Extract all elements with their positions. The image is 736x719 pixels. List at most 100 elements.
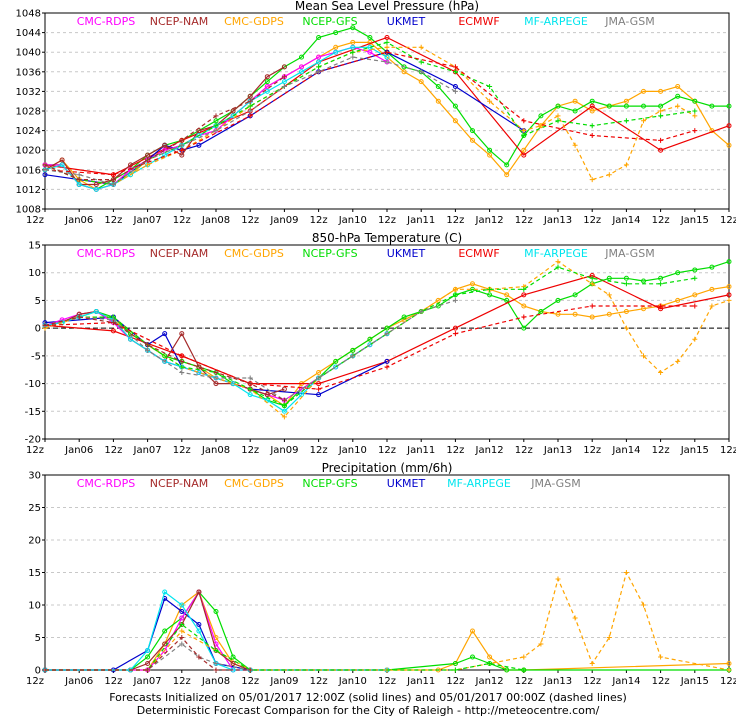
x-tick-label: 12z: [652, 215, 670, 226]
data-point: [658, 303, 664, 309]
data-point: [367, 49, 373, 55]
data-point: [418, 69, 424, 75]
data-point: [589, 661, 595, 666]
y-tick-label: 5: [35, 296, 41, 307]
series-line: [44, 41, 695, 186]
plot-frame: [44, 244, 730, 440]
data-point: [196, 589, 202, 595]
data-point: [418, 79, 424, 85]
data-point: [623, 281, 629, 287]
data-point: [538, 123, 544, 129]
data-point: [555, 297, 561, 303]
data-point: [93, 309, 99, 315]
data-point: [384, 331, 390, 337]
data-point: [59, 157, 65, 163]
y-tick-label: 30: [28, 471, 41, 482]
data-point: [709, 303, 715, 309]
data-point: [675, 297, 681, 303]
data-point: [641, 118, 646, 124]
data-point: [213, 648, 219, 653]
x-tick-label: Jan15: [680, 676, 709, 687]
data-point: [641, 353, 646, 359]
legend-entry: MF-ARPEGE: [524, 15, 588, 28]
data-point: [572, 142, 578, 148]
data-point: [247, 667, 253, 673]
series-line: [45, 590, 251, 671]
data-point: [452, 69, 458, 75]
series-line: [45, 570, 730, 671]
data-point: [470, 137, 475, 143]
data-point: [521, 128, 527, 134]
data-point: [555, 311, 561, 317]
data-point: [538, 113, 544, 119]
data-point: [179, 635, 185, 640]
data-point: [658, 281, 664, 287]
data-point: [299, 69, 304, 75]
data-point: [589, 108, 595, 114]
data-point: [504, 292, 510, 298]
data-point: [641, 278, 646, 284]
data-point: [230, 113, 236, 119]
data-point: [572, 615, 578, 621]
data-point: [281, 79, 287, 85]
data-point: [675, 103, 681, 109]
data-point: [42, 322, 48, 328]
data-point: [128, 336, 133, 342]
data-point: [538, 309, 544, 315]
x-tick-label: Jan07: [133, 215, 162, 226]
x-tick-label: 12z: [241, 215, 259, 226]
x-tick-label: Jan12: [475, 676, 504, 687]
data-point: [521, 133, 527, 138]
data-point: [606, 311, 612, 317]
data-point: [384, 325, 390, 331]
x-tick-label: Jan13: [543, 445, 572, 456]
data-point: [589, 275, 595, 281]
panel-title: 850-hPa Temperature (C): [312, 231, 462, 245]
data-point: [247, 103, 253, 109]
legend-entry: ECMWF: [458, 247, 499, 260]
data-point: [316, 369, 322, 375]
x-tick-label: Jan09: [269, 215, 298, 226]
y-tick-label: -10: [25, 379, 41, 390]
legend-entry: NCEP-GFS: [302, 247, 357, 260]
data-point: [247, 108, 253, 114]
data-point: [333, 44, 339, 50]
data-point: [606, 172, 612, 178]
data-point: [384, 54, 390, 60]
data-point: [333, 30, 339, 36]
data-point: [452, 297, 458, 303]
data-point: [675, 270, 681, 276]
data-point: [145, 347, 151, 353]
data-point: [521, 325, 527, 331]
data-point: [350, 353, 356, 359]
footer-line-1: Forecasts Initialized on 05/01/2017 12:0…: [109, 691, 627, 704]
legend-entry: CMC-RDPS: [77, 247, 136, 260]
data-point: [316, 381, 322, 387]
data-point: [606, 275, 612, 281]
data-point: [110, 320, 116, 326]
legend-entry: UKMET: [387, 477, 426, 490]
data-point: [435, 297, 441, 303]
data-point: [452, 661, 458, 666]
y-tick-label: 1008: [16, 205, 41, 216]
data-point: [247, 113, 253, 119]
data-point: [145, 152, 151, 158]
series-line: [44, 51, 695, 176]
data-point: [401, 317, 407, 323]
data-point: [692, 98, 698, 104]
y-tick-label: 20: [28, 536, 41, 547]
data-point: [623, 309, 629, 315]
x-tick-label: Jan12: [475, 215, 504, 226]
y-tick-label: -15: [25, 407, 41, 418]
y-tick-label: 15: [28, 241, 41, 252]
data-point: [316, 386, 322, 392]
data-point: [213, 375, 219, 381]
data-point: [76, 182, 82, 187]
data-point: [452, 103, 458, 109]
legend-entry: NCEP-NAM: [150, 477, 208, 490]
panel-title: Precipitation (mm/6h): [322, 461, 453, 475]
x-tick-label: 12z: [515, 445, 533, 456]
series-line: [44, 51, 525, 186]
series-line: [45, 636, 251, 671]
x-tick-label: Jan15: [680, 445, 709, 456]
